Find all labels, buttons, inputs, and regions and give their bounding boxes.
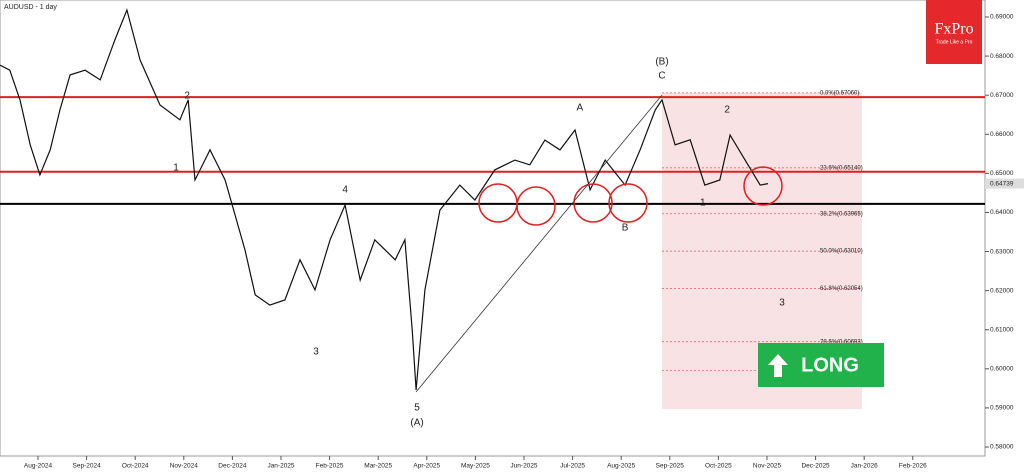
wave-label: 5 [414, 403, 420, 414]
y-tick-label: 0.58000 [990, 444, 1014, 451]
target-circles [478, 166, 783, 226]
x-tick-label: Jan-2025 [267, 463, 294, 470]
x-tick-label: Feb-2025 [316, 463, 344, 470]
wave-label: B [622, 223, 629, 234]
y-tick-label: 0.66000 [990, 131, 1014, 138]
x-tick-label: Jan-2026 [851, 463, 878, 470]
x-tick-label: Nov-2025 [753, 463, 782, 470]
y-tick-label: 0.65000 [990, 170, 1014, 177]
x-tick-label: Oct-2025 [705, 463, 732, 470]
x-tick-label: Feb-2026 [899, 463, 927, 470]
fib-label: 50.0%(0.63010) [820, 249, 863, 255]
y-tick-label: 0.68000 [990, 53, 1014, 60]
y-tick-label: 0.64000 [990, 209, 1014, 216]
y-tick-label: 0.62000 [990, 287, 1014, 294]
wave-label: A [577, 103, 584, 114]
y-tick-label: 0.59000 [990, 405, 1014, 412]
long-label: LONG [801, 354, 859, 376]
y-tick-label: 0.63000 [990, 248, 1014, 255]
wave-label: 2 [184, 91, 190, 102]
x-tick-label: Apr-2025 [413, 463, 440, 470]
x-tick-label: Dec-2024 [218, 463, 247, 470]
y-tick-label: 0.69000 [990, 14, 1014, 21]
x-tick-label: Sep-2025 [656, 463, 685, 470]
trend-line [415, 94, 663, 393]
x-tick-label: Mar-2025 [364, 463, 392, 470]
wave-label: (A) [410, 417, 423, 428]
chart-title: AUDUSD - 1 day [4, 4, 57, 11]
wave-label: (B) [655, 57, 668, 68]
fib-label: 23.6%(0.65140) [820, 165, 863, 171]
x-tick-label: Jul-2025 [560, 463, 585, 470]
price-tag-label: 0.64739 [990, 180, 1014, 187]
y-tick-label: 0.61000 [990, 326, 1014, 333]
wave-label: 3 [313, 347, 319, 358]
x-tick-label: May-2025 [461, 463, 490, 470]
x-tick-label: Aug-2024 [24, 463, 53, 470]
price-line [0, 8, 769, 390]
wave-label: 4 [342, 184, 348, 195]
x-tick-label: Dec-2025 [801, 463, 830, 470]
arrow-icon [768, 354, 788, 377]
logo-box [926, 0, 982, 64]
wave-label: 2 [724, 105, 730, 116]
tagline: Trade Like a Pro [936, 39, 973, 45]
x-tick-label: Nov-2024 [170, 463, 199, 470]
x-tick-label: Jun-2025 [510, 463, 537, 470]
wave-label: C [658, 71, 665, 82]
x-tick-label: Sep-2024 [73, 463, 102, 470]
wave-label: 3 [779, 297, 785, 308]
logo: FxPro [934, 21, 973, 38]
fib-label: 0.0%(0.67060) [820, 90, 859, 96]
fib-label: 38.2%(0.63965) [820, 211, 863, 217]
wave-label: 1 [173, 163, 179, 174]
fib-label: 61.8%(0.62054) [820, 286, 863, 292]
fib-label: 78.6%(0.60693) [820, 339, 863, 345]
x-tick-label: Oct-2024 [122, 463, 149, 470]
x-tick-label: Aug-2025 [607, 463, 636, 470]
wave-label: 1 [700, 198, 706, 209]
y-tick-label: 0.60000 [990, 366, 1014, 373]
y-tick-label: 0.67000 [990, 92, 1014, 99]
price-tag [985, 178, 1024, 189]
